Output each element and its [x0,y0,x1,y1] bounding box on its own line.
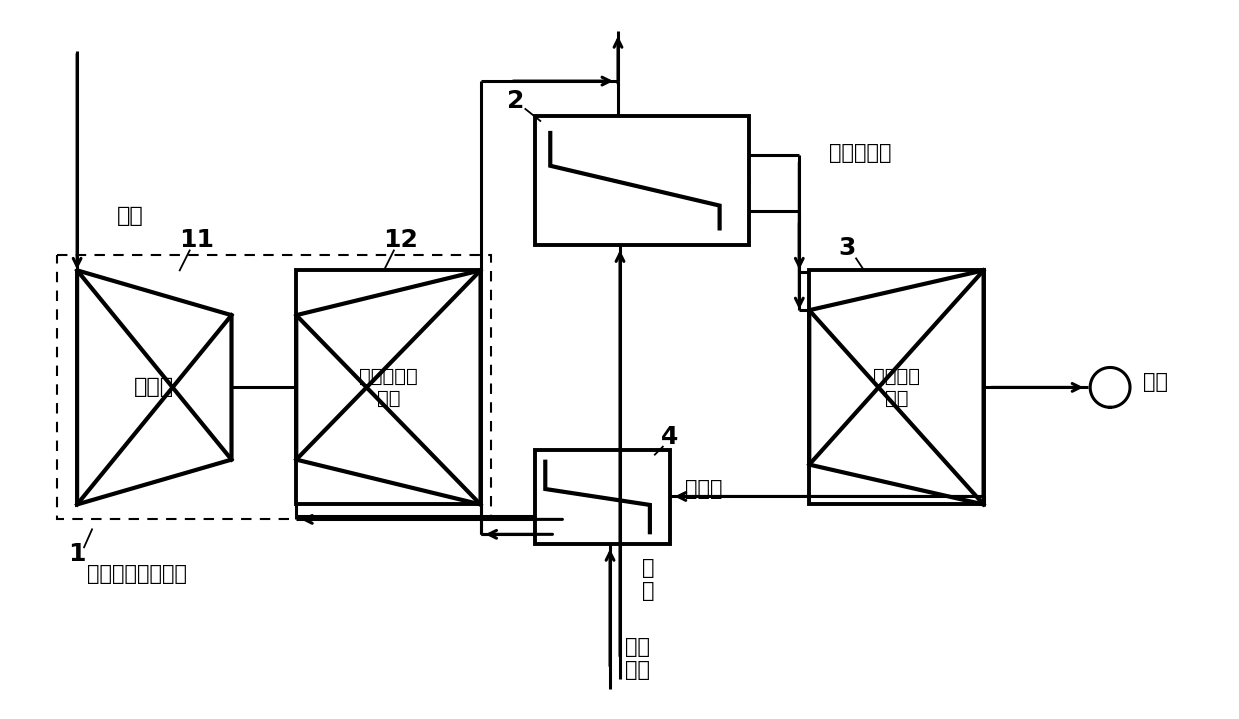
Text: 12: 12 [383,229,419,252]
Bar [535,116,750,245]
Text: 燃
料: 燃 料 [642,557,654,601]
Text: 空气加热炉: 空气加热炉 [829,143,892,162]
Text: 压气机驱动
浡轮: 压气机驱动 浡轮 [359,367,418,408]
Text: 补燃
空气: 补燃 空气 [624,637,650,680]
Bar [809,270,984,505]
Text: 4: 4 [662,425,679,449]
Text: 2: 2 [507,89,524,113]
Bar [535,449,670,544]
Text: 11: 11 [180,229,214,252]
Text: 空气: 空气 [116,206,144,226]
Text: 1: 1 [68,542,85,567]
Text: 浡轮驱动压气组件: 浡轮驱动压气组件 [87,564,187,584]
Text: 压气机: 压气机 [134,377,175,398]
Text: 3: 3 [839,237,856,260]
Text: 空气动力
浡轮: 空气动力 浡轮 [873,367,919,408]
Bar [296,270,481,505]
Text: 换热器: 换热器 [685,480,722,500]
Text: 轴功: 轴功 [1142,372,1168,393]
Bar [57,255,491,519]
